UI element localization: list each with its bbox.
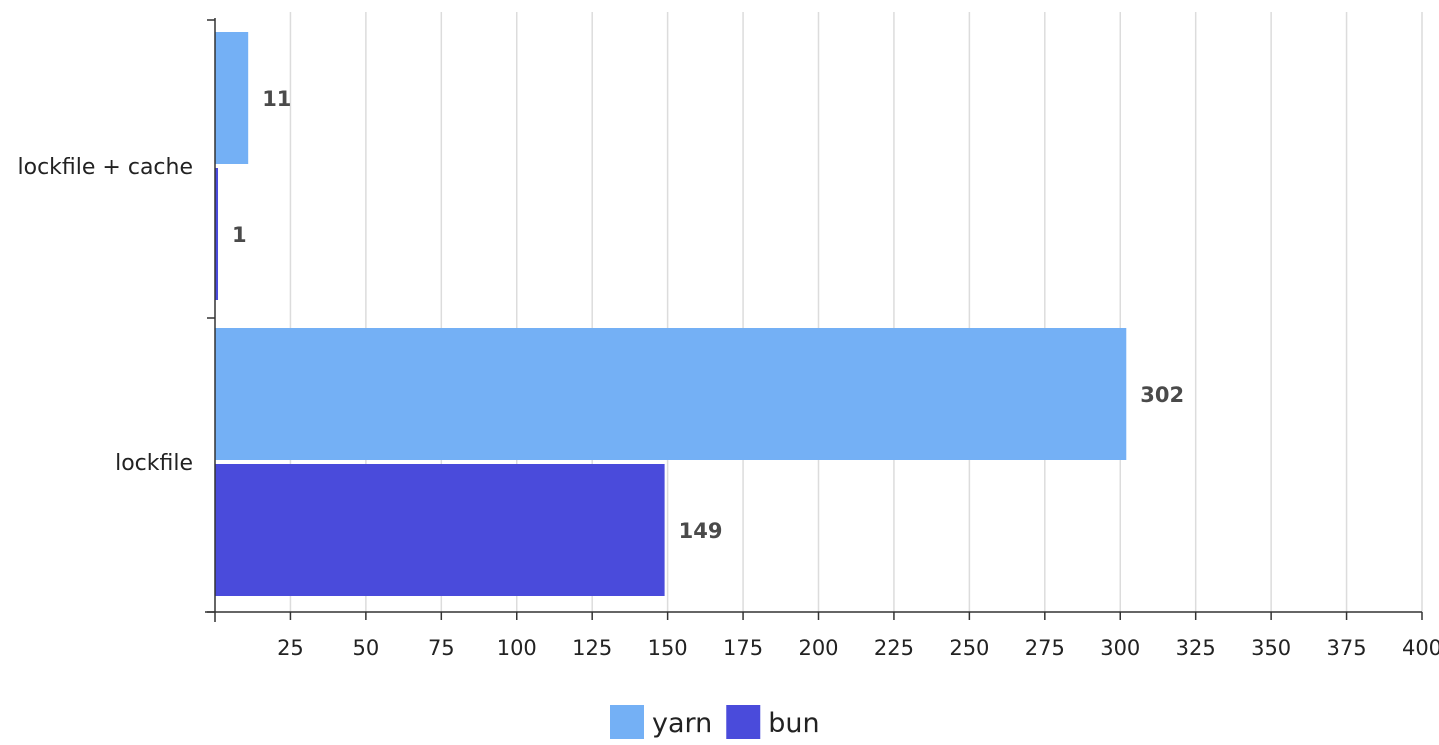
x-tick-label: 225 (874, 636, 914, 660)
x-tick-label: 300 (1100, 636, 1140, 660)
x-tick-label: 250 (949, 636, 989, 660)
x-tick-label: 25 (277, 636, 304, 660)
data-label-bun: 1 (232, 223, 247, 247)
data-label-bun: 149 (679, 519, 723, 543)
x-tick-label: 375 (1327, 636, 1367, 660)
bar-bun[interactable] (215, 464, 665, 596)
legend-label-yarn[interactable]: yarn (652, 708, 712, 739)
axes: 25 50 75 100 125 150 175 200 225 250 275 300 325 350 3… (18, 18, 1439, 660)
x-tick-label: 400 (1402, 636, 1439, 660)
x-tick-label: 50 (353, 636, 380, 660)
legend-swatch-bun[interactable] (726, 705, 761, 739)
grid-lines (289, 12, 1423, 612)
data-label-yarn: 11 (262, 87, 291, 111)
x-tick-label: 350 (1251, 636, 1291, 660)
legend-swatch-yarn[interactable] (610, 705, 644, 739)
x-tick-label: 100 (497, 636, 537, 660)
x-tick-label: 200 (798, 636, 838, 660)
x-tick-label: 325 (1176, 636, 1216, 660)
bars (215, 32, 1127, 596)
legend[interactable]: yarn bun (610, 705, 820, 739)
bar-yarn[interactable] (215, 328, 1127, 460)
x-tick-label: 150 (648, 636, 688, 660)
x-tick-label: 125 (572, 636, 612, 660)
category-label: lockfile + cache (18, 155, 193, 180)
x-tick-label: 275 (1025, 636, 1065, 660)
x-tick-label: 75 (428, 636, 455, 660)
data-label-yarn: 302 (1140, 383, 1184, 407)
bar-bun[interactable] (215, 168, 219, 300)
category-label: lockfile (115, 451, 193, 476)
legend-label-bun[interactable]: bun (768, 708, 819, 739)
x-tick-label: 175 (723, 636, 763, 660)
bar-yarn[interactable] (215, 32, 249, 164)
